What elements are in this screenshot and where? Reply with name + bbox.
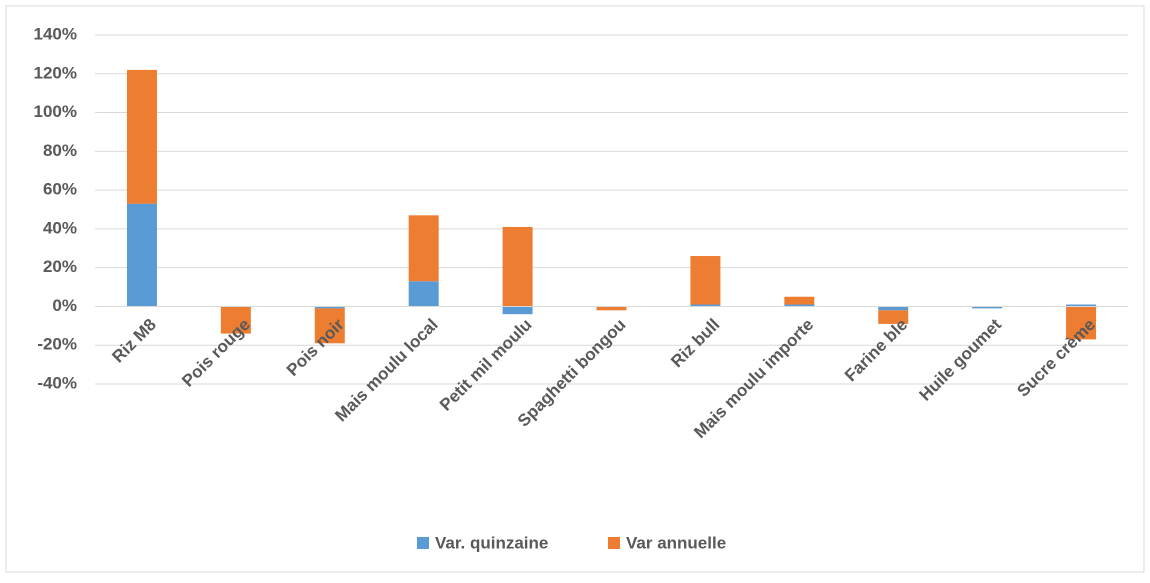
legend-swatch [417,537,429,549]
legend-swatch [608,537,620,549]
bar [690,304,721,307]
y-tick-label: 100% [34,102,77,121]
bar [972,306,1003,309]
bar [408,215,439,282]
legend-label: Var annuelle [626,533,726,552]
bar [1066,306,1097,340]
bar [502,226,533,307]
bar [126,203,157,307]
bar [126,69,157,204]
y-tick-label: -40% [37,373,77,392]
bar [220,306,251,334]
bar [596,306,627,311]
y-tick-label: 120% [34,63,77,82]
bar [502,306,533,315]
bar [878,310,909,324]
bar [1066,304,1097,307]
bar [784,296,815,305]
bar [314,306,345,309]
y-tick-label: 40% [43,218,77,237]
bar [878,306,909,311]
y-tick-label: 20% [43,257,77,276]
bar [314,308,345,344]
y-tick-label: 80% [43,141,77,160]
legend-label: Var. quinzaine [435,533,548,552]
bar [690,256,721,305]
y-tick-label: -20% [37,335,77,354]
bar [784,304,815,307]
y-tick-label: 140% [34,24,77,43]
y-tick-label: 60% [43,180,77,199]
bar [408,281,439,307]
y-tick-label: 0% [52,296,77,315]
chart-frame [5,5,1145,573]
